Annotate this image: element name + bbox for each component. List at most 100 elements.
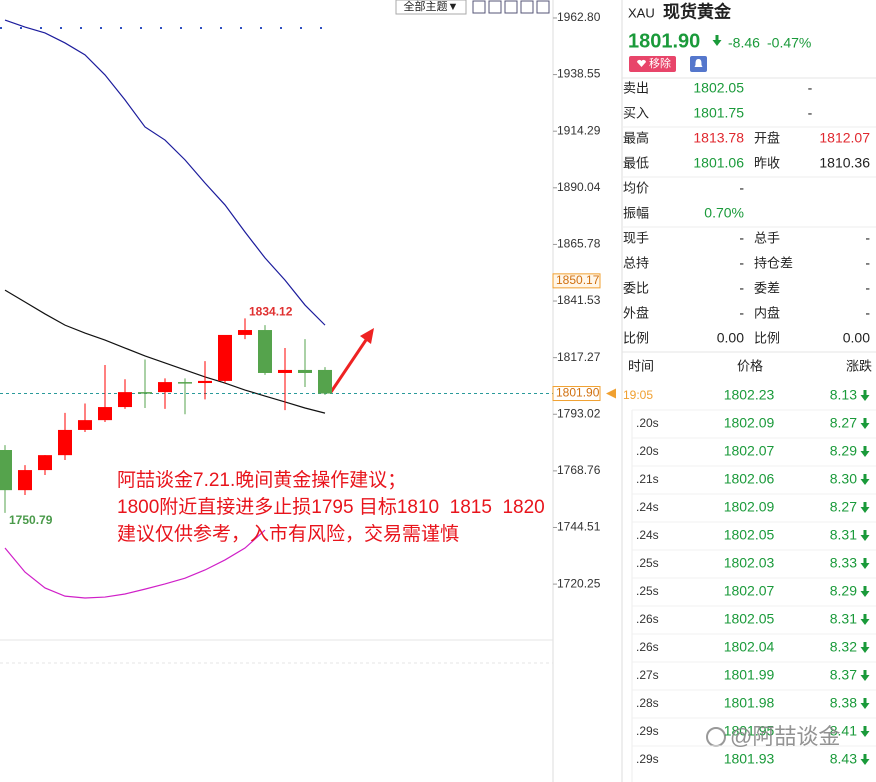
remove-button[interactable] xyxy=(629,56,676,72)
field-value: - xyxy=(865,305,870,321)
tick-price: 1802.23 xyxy=(724,387,775,403)
price-marker xyxy=(606,388,616,399)
field-value: - xyxy=(865,255,870,271)
field-label: 比例 xyxy=(754,330,780,345)
field-value: - xyxy=(739,230,744,246)
candle-body xyxy=(198,380,212,384)
price-tag xyxy=(552,273,601,289)
tick-change: 8.29 xyxy=(830,443,857,459)
down-arrow xyxy=(860,502,870,513)
field-label: 委比 xyxy=(623,280,649,295)
down-arrow xyxy=(860,446,870,457)
price-tag-label: 1850.17 xyxy=(556,273,600,287)
field-value: 1801.06 xyxy=(693,155,744,171)
candle-body xyxy=(98,407,112,421)
tick-time: .26s xyxy=(636,612,659,626)
tick-change: 8.30 xyxy=(830,471,857,487)
field-value: - xyxy=(739,280,744,296)
tick-time: .24s xyxy=(636,500,659,514)
tick-time: .29s xyxy=(636,724,659,738)
moving-average xyxy=(4,19,326,326)
tick-time: .21s xyxy=(636,472,659,486)
field-label: 最低 xyxy=(623,155,649,170)
bell-icon xyxy=(694,59,703,67)
tick-price: 1802.05 xyxy=(724,527,775,543)
tick-header: 时间 xyxy=(628,358,654,373)
field-label: 总手 xyxy=(754,230,780,245)
down-arrow xyxy=(860,474,870,485)
field-value: 1813.78 xyxy=(693,130,744,146)
symbol: XAU xyxy=(628,5,655,20)
change-pct: -0.47% xyxy=(767,35,811,51)
tick-change: 8.38 xyxy=(830,695,857,711)
moving-average xyxy=(4,529,266,599)
tick-header: 价格 xyxy=(737,358,763,373)
field-value: - xyxy=(808,80,813,96)
tick-price: 1802.05 xyxy=(724,611,775,627)
field-value: - xyxy=(865,230,870,246)
field-label: 比例 xyxy=(623,330,649,345)
down-arrow xyxy=(860,698,870,709)
field-value: - xyxy=(739,180,744,196)
candle-body xyxy=(0,450,12,491)
candle-body xyxy=(118,392,132,408)
tick-price: 1801.95 xyxy=(724,723,775,739)
field-label: 现手 xyxy=(623,230,649,245)
candle-body xyxy=(138,392,152,394)
field-value: 0.00 xyxy=(843,330,870,346)
tick-price: 1801.98 xyxy=(724,695,775,711)
field-value: 0.70% xyxy=(704,205,744,221)
tick-change: 8.43 xyxy=(830,751,857,767)
theme-button[interactable] xyxy=(395,0,467,15)
tick-time: .29s xyxy=(636,752,659,766)
field-value: 1802.05 xyxy=(693,80,744,96)
candle-body xyxy=(318,369,332,394)
tick-change: 8.32 xyxy=(830,639,857,655)
tick-header: 涨跌 xyxy=(846,358,872,373)
field-value: 0.00 xyxy=(717,330,744,346)
candle-body xyxy=(158,382,172,393)
field-label: 最高 xyxy=(623,130,649,145)
tick-change: 8.27 xyxy=(830,499,857,515)
candle-body xyxy=(78,420,92,430)
high-label: 1834.12 xyxy=(249,304,293,318)
y-tick-label: 1962.80 xyxy=(557,10,601,24)
tick-price: 1802.07 xyxy=(724,583,775,599)
field-label: 买入 xyxy=(623,105,649,120)
field-label: 内盘 xyxy=(754,305,780,320)
theme-button-label[interactable]: 全部主题▼ xyxy=(404,0,459,13)
field-value: - xyxy=(739,255,744,271)
candle-body xyxy=(278,369,292,373)
watermark: @阿喆谈金 xyxy=(730,724,840,749)
remove-label[interactable]: 移除 xyxy=(649,56,671,70)
down-arrow xyxy=(860,642,870,653)
field-value: 1812.07 xyxy=(819,130,870,146)
down-arrow xyxy=(860,670,870,681)
annotation: 1800附近直接进多止损1795 目标1810 1815 1820 xyxy=(117,496,545,518)
watermark-icon xyxy=(706,727,726,747)
down-arrow xyxy=(860,390,870,401)
field-value: - xyxy=(865,280,870,296)
tick-time: .20s xyxy=(636,444,659,458)
field-value: 1801.75 xyxy=(693,105,744,121)
tick-time: .24s xyxy=(636,528,659,542)
tick-price: 1802.03 xyxy=(724,555,775,571)
candle-body xyxy=(58,429,72,456)
candle-body xyxy=(218,334,232,381)
instrument-name: 现货黄金 xyxy=(663,1,732,21)
tick-change: 8.33 xyxy=(830,555,857,571)
field-label: 持仓差 xyxy=(754,255,793,270)
down-arrow xyxy=(860,614,870,625)
y-tick-label: 1865.78 xyxy=(557,237,601,251)
tick-time: 19:05 xyxy=(623,388,653,402)
tick-price: 1802.06 xyxy=(724,471,775,487)
candle-body xyxy=(178,382,192,384)
annotation: 建议仅供参考，入市有风险，交易需谨慎 xyxy=(117,523,459,545)
tick-change: 8.31 xyxy=(830,611,857,627)
tick-price: 1802.07 xyxy=(724,443,775,459)
toolbar-icons[interactable] xyxy=(472,0,550,14)
low-label: 1750.79 xyxy=(9,513,53,527)
change: -8.46 xyxy=(728,35,760,51)
field-value: - xyxy=(739,305,744,321)
